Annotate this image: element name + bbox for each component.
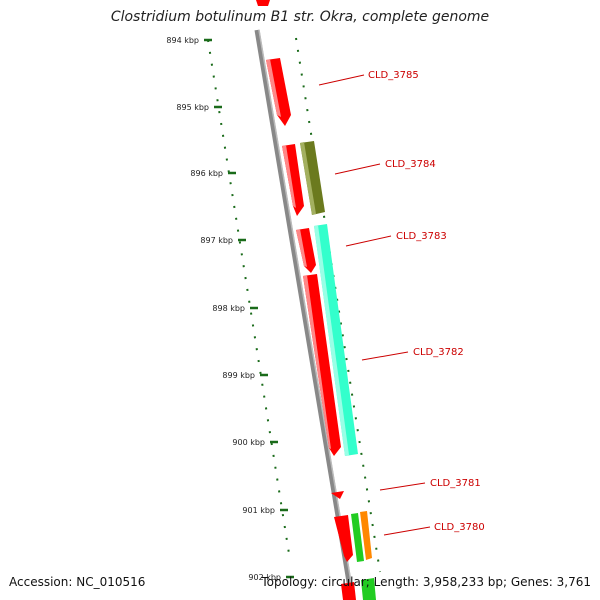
gene-label-group: CLD_3785 CLD_3784 CLD_3783 CLD_3782 CLD_3781… — [318, 70, 485, 536]
genome-title: Clostridium botulinum B1 str. Okra, comp… — [110, 9, 490, 25]
left-ruler — [207, 39, 291, 561]
genome-summary: Topology: circular; Length: 3,958,233 bp… — [261, 575, 591, 589]
gene-leader-line — [334, 163, 381, 175]
gene-leader-line — [318, 74, 365, 86]
tick-label: 898 kbp — [212, 304, 245, 313]
genome-backbone — [254, 29, 355, 600]
gene-label[interactable]: CLD_3780 — [434, 522, 485, 533]
gene-label[interactable]: CLD_3782 — [413, 347, 464, 358]
gene-cld-3780-red[interactable] — [334, 515, 353, 562]
tick-label: 895 kbp — [176, 103, 209, 112]
gene-cld-3781[interactable] — [331, 491, 344, 499]
gene-label[interactable]: CLD_3785 — [368, 70, 419, 81]
tick-label: 897 kbp — [200, 236, 233, 245]
gene-leader-line — [383, 526, 431, 536]
tick-label: 899 kbp — [222, 371, 255, 380]
gene-label[interactable]: CLD_3783 — [396, 231, 447, 242]
gene-label[interactable]: CLD_3781 — [430, 478, 481, 489]
gene-partial-bottom-red[interactable] — [341, 582, 356, 600]
tick-label: 894 kbp — [166, 36, 199, 45]
tick-label: 896 kbp — [190, 169, 223, 178]
gene-cld-3780[interactable] — [360, 511, 372, 560]
gene-leader-line — [379, 482, 426, 491]
gene-partial-top[interactable] — [256, 0, 270, 6]
gene-leader-line — [345, 235, 392, 247]
tick-label: 901 kbp — [242, 506, 275, 515]
gene-cld-3780-green[interactable] — [351, 513, 364, 562]
gene-label[interactable]: CLD_3784 — [385, 159, 436, 170]
tick-group: 894 kbp 895 kbp 896 kbp 897 kbp 898 kbp 899 k… — [166, 36, 294, 582]
gene-partial-bottom-green[interactable] — [361, 578, 376, 600]
tick-label: 900 kbp — [232, 438, 265, 447]
tick-label: 902 kbp — [248, 573, 281, 582]
accession-label: Accession: NC_010516 — [9, 575, 146, 589]
gene-leader-line — [361, 351, 409, 361]
